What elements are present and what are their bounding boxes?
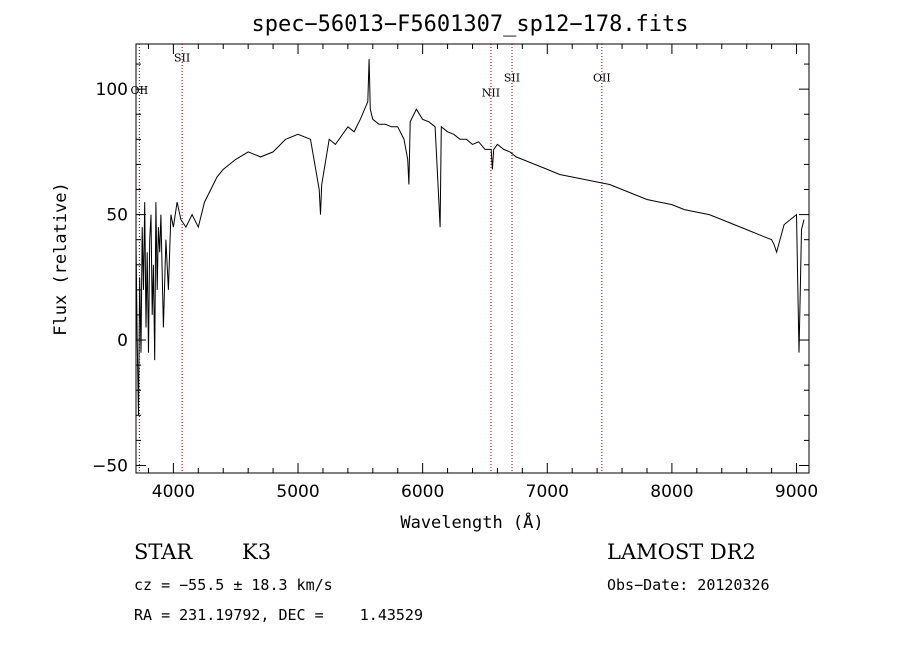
x-tick-label: 9000 [775,482,818,502]
chart-title: spec−56013−F5601307_sp12−178.fits [251,12,688,37]
y-tick-label: 100 [96,80,128,100]
redshift-line: cz = −55.5 ± 18.3 km/s [134,576,333,594]
object-subclass: K3 [242,540,271,564]
x-tick-label: 8000 [650,482,693,502]
y-axis-label: Flux (relative) [51,182,71,336]
spectral-line-markers: OII SII NII SII OII [131,44,611,473]
x-tick-label: 4000 [152,482,195,502]
obs-date-line: Obs−Date: 20120326 [607,576,770,594]
survey-name: LAMOST DR2 [607,540,756,564]
x-axis-label: Wavelength (Å) [400,511,543,533]
line-marker-label-3: SII [504,72,520,85]
x-tick-label: 6000 [401,482,444,502]
line-marker-label-4: OII [593,72,611,85]
radec-line: RA = 231.19792, DEC = 1.43529 [134,606,423,624]
plot-frame [135,43,810,474]
spectrum-series [135,59,805,416]
line-marker-label-0: OII [131,84,149,97]
spectrum-line [135,59,805,416]
y-tick-label: 50 [106,206,128,226]
line-marker-label-2: NII [482,87,500,100]
x-tick-label: 5000 [276,482,319,502]
y-tick-label: −50 [92,456,128,476]
y-tick-label: 0 [117,331,128,351]
y-axis-ticks: 100 50 0 −50 [92,63,809,476]
x-tick-label: 7000 [526,482,569,502]
object-class: STAR [134,540,193,564]
x-axis-ticks: 4000 5000 6000 7000 8000 9000 [147,44,818,502]
line-marker-label-1: SII [174,52,190,65]
